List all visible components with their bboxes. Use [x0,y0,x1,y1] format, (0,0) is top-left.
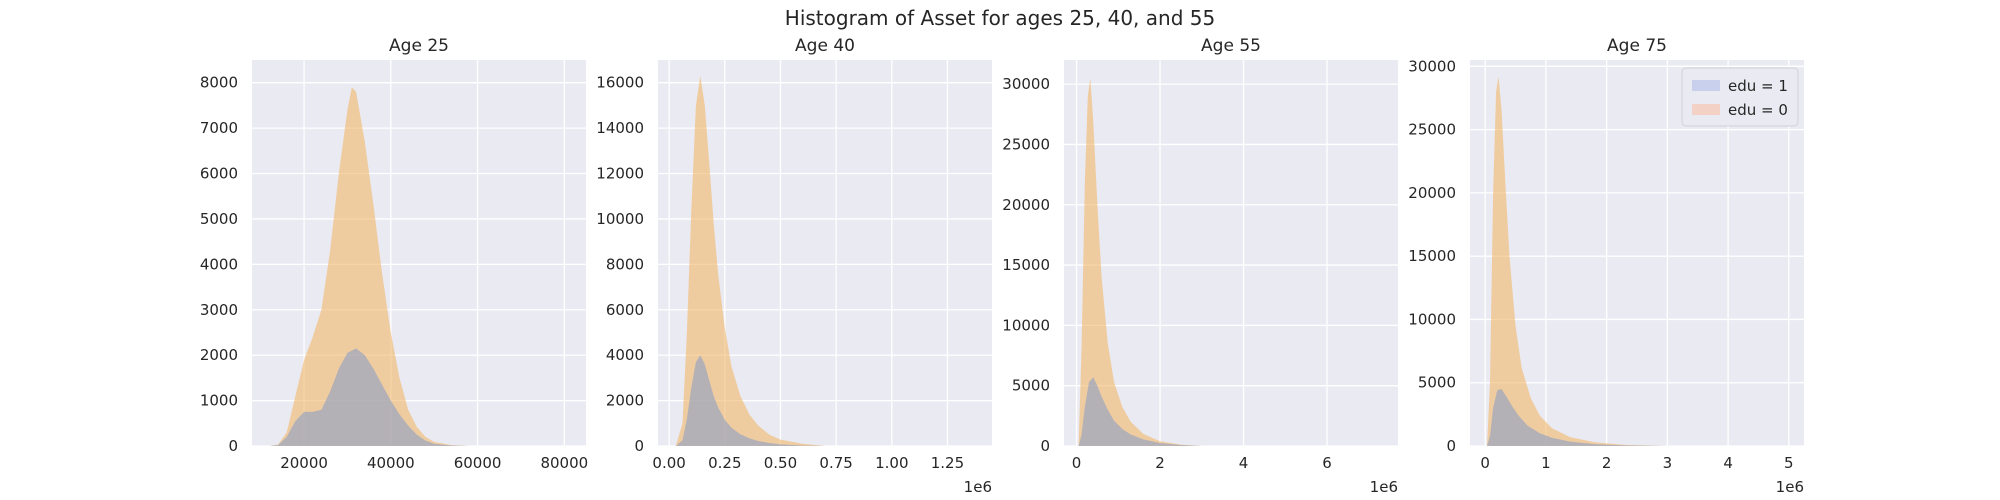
series-area-edu-1 [269,348,469,446]
x-tick-label: 4 [1239,454,1249,472]
y-tick-label: 6000 [606,301,644,319]
panel-title: Age 75 [1607,36,1667,56]
panel-title: Age 25 [389,36,449,56]
y-tick-label: 3000 [200,301,238,319]
legend-swatch [1692,104,1720,115]
y-tick-label: 7000 [200,119,238,137]
y-tick-label: 15000 [1002,256,1050,274]
y-tick-label: 16000 [596,74,644,92]
y-tick-label: 30000 [1408,57,1456,75]
x-tick-label: 0.50 [764,454,797,472]
x-tick-label: 60000 [454,454,502,472]
x-tick-label: 5 [1784,454,1794,472]
y-tick-label: 0 [1446,437,1456,455]
series-area-edu-1 [675,355,825,446]
y-tick-label: 2000 [606,392,644,410]
y-tick-label: 14000 [596,119,644,137]
y-tick-label: 6000 [200,165,238,183]
legend-label: edu = 1 [1728,77,1788,95]
y-tick-label: 5000 [1012,377,1050,395]
x-tick-label: 0 [1072,454,1082,472]
x-tick-label: 1.25 [931,454,964,472]
x-offset-label: 1e6 [964,478,992,496]
x-tick-label: 3 [1663,454,1673,472]
y-tick-label: 25000 [1002,135,1050,153]
x-tick-label: 1 [1541,454,1551,472]
x-tick-label: 2 [1602,454,1612,472]
x-tick-label: 40000 [367,454,415,472]
chart-panel-4: 0 1 2 3 4 5 0 5000 10000 15000 20000 25000 30000 Age … [1408,36,1804,496]
y-tick-label: 30000 [1002,75,1050,93]
chart-panel-2: 0.00 0.25 0.50 0.75 1.00 1.25 0 2000 4000 6000 800… [596,36,992,496]
x-tick-label: 6 [1322,454,1332,472]
x-offset-label: 1e6 [1776,478,1804,496]
series-area-edu-0 [675,75,825,447]
y-tick-label: 0 [228,437,238,455]
x-tick-label: 0.75 [819,454,852,472]
plot-area [1064,60,1398,446]
x-tick-label: 2 [1155,454,1165,472]
y-tick-label: 20000 [1002,196,1050,214]
x-tick-label: 1.00 [875,454,908,472]
x-tick-label: 80000 [540,454,588,472]
series-area-edu-0 [269,87,469,446]
x-tick-label: 4 [1723,454,1733,472]
series-area-edu-1 [1487,389,1668,446]
y-tick-label: 10000 [1002,316,1050,334]
y-tick-label: 4000 [200,255,238,273]
y-tick-label: 8000 [200,74,238,92]
y-tick-label: 10000 [1408,310,1456,328]
panel-title: Age 40 [795,36,855,56]
legend-label: edu = 0 [1728,101,1788,119]
series-area-edu-0 [1078,78,1202,446]
y-tick-label: 10000 [596,210,644,228]
y-tick-label: 2000 [200,346,238,364]
chart-panel-3: 0 2 4 6 0 5000 10000 15000 20000 25000 30000 Age 55… [1002,36,1398,496]
y-tick-label: 5000 [200,210,238,228]
legend: edu = 1 edu = 0 [1681,67,1799,127]
figure-title: Histogram of Asset for ages 25, 40, and … [785,6,1215,30]
legend-swatch [1692,80,1720,91]
y-tick-label: 4000 [606,346,644,364]
x-tick-label: 0.25 [708,454,741,472]
y-tick-label: 0 [1040,437,1050,455]
y-tick-label: 20000 [1408,184,1456,202]
panel-title: Age 55 [1201,36,1261,56]
series-area-edu-1 [1078,377,1202,446]
y-tick-label: 12000 [596,165,644,183]
chart-panel-1: 20000 40000 60000 80000 0 1000 2000 3000 4000 500… [200,36,588,472]
y-tick-label: 8000 [606,255,644,273]
x-tick-label: 0 [1480,454,1490,472]
y-tick-label: 15000 [1408,247,1456,265]
x-offset-label: 1e6 [1370,478,1398,496]
x-tick-label: 20000 [280,454,328,472]
y-tick-label: 0 [634,437,644,455]
y-tick-label: 1000 [200,392,238,410]
panels: 20000 40000 60000 8000001000200030004000500… [200,36,1804,496]
y-tick-label: 5000 [1418,374,1456,392]
x-tick-label: 0.00 [652,454,685,472]
y-tick-label: 25000 [1408,121,1456,139]
